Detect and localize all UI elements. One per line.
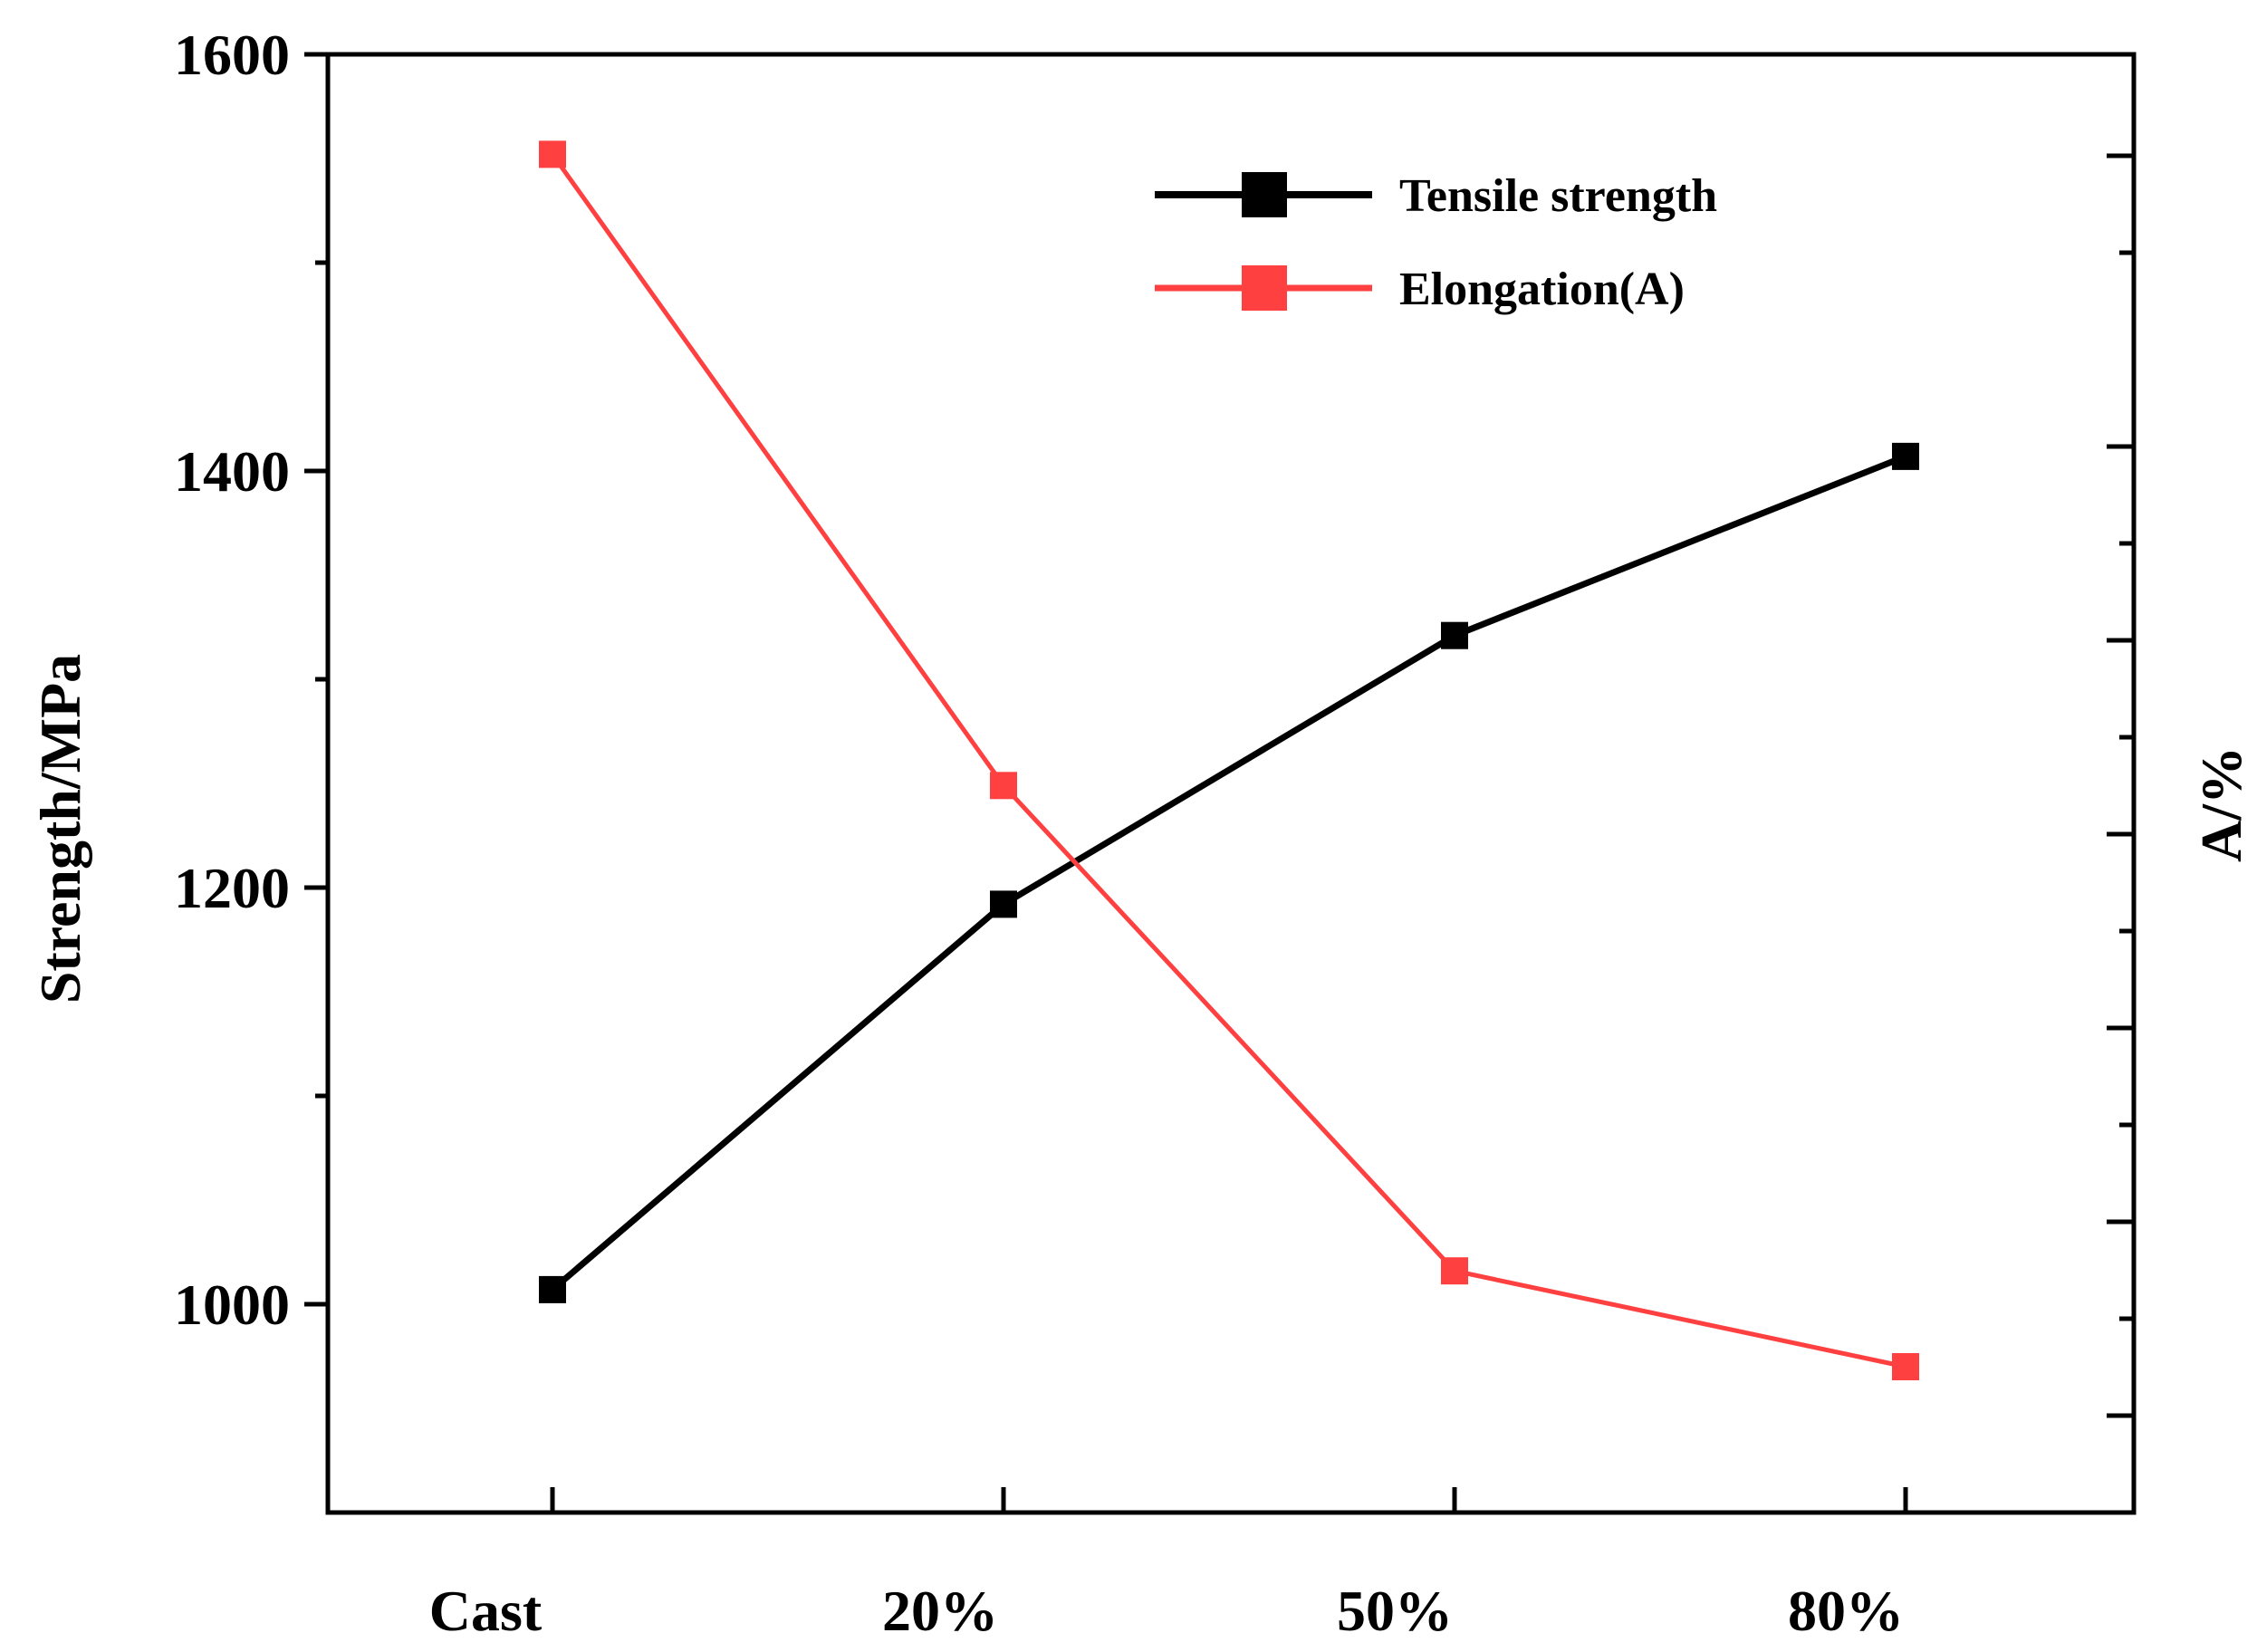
data-point <box>539 1275 566 1303</box>
data-point <box>1441 1257 1468 1285</box>
legend-marker <box>1242 172 1287 217</box>
x-tick-label: 20% <box>882 1579 998 1643</box>
x-tick-label: 80% <box>1788 1579 1904 1643</box>
series-line <box>550 152 1906 1369</box>
series-line <box>550 453 1907 1292</box>
data-point <box>990 890 1017 918</box>
y-tick-label: 1000 <box>174 1273 290 1337</box>
plot-frame <box>325 52 2137 1515</box>
y-axis-title: Strength/MPa <box>28 654 92 1004</box>
x-tick-label: 50% <box>1337 1579 1453 1643</box>
y-tick-label: 1400 <box>174 439 290 504</box>
legend-marker <box>1242 265 1287 311</box>
y-axis-title-right: A/% <box>2189 746 2253 862</box>
data-point <box>990 772 1017 800</box>
data-point <box>1441 621 1468 649</box>
legend-label: Elongation(A) <box>1399 264 1685 315</box>
data-point <box>1892 1353 1919 1380</box>
data-point <box>1892 442 1919 470</box>
data-point <box>539 140 566 168</box>
legend-label: Tensile strength <box>1399 170 1717 222</box>
y-tick-label: 1600 <box>174 23 290 87</box>
x-tick-label: Cast <box>429 1579 543 1643</box>
y-tick-label: 1200 <box>174 856 290 920</box>
